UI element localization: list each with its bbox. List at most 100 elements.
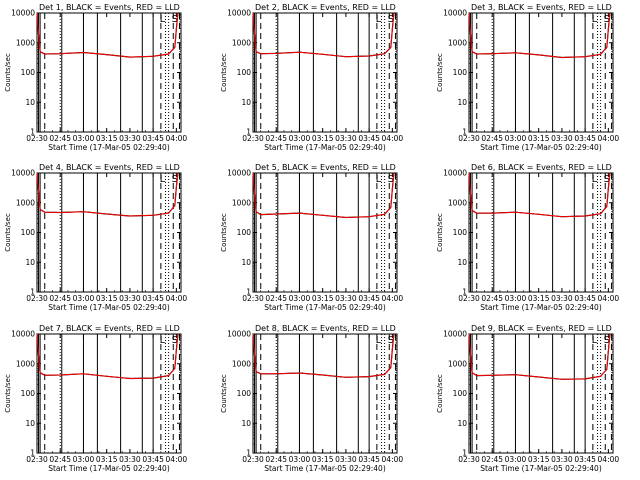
plot-frame [468, 333, 614, 454]
mode-marker-label: S [388, 174, 394, 185]
plot-frame [36, 12, 182, 133]
series-lld-line [252, 333, 395, 378]
y-tick-label: 1 [246, 128, 251, 137]
y-tick-label: 10 [241, 98, 251, 107]
x-tick-label: 03:15 [96, 294, 118, 303]
x-tick-label: 02:45 [265, 134, 287, 143]
panel-title: Det 8, BLACK = Events, RED = LLD [255, 324, 396, 333]
x-tick-label: 03:15 [312, 134, 334, 143]
x-axis-label: Start Time (17-Mar-05 02:29:40) [480, 464, 602, 473]
mode-marker-label: L [592, 174, 598, 185]
x-axis-label: Start Time (17-Mar-05 02:29:40) [264, 464, 386, 473]
x-tick-label: 03:00 [73, 134, 95, 143]
y-tick-label: 10000 [11, 330, 35, 339]
x-tick-label: 02:30 [26, 294, 48, 303]
x-tick-label: 04:00 [598, 134, 620, 143]
x-tick-label: 03:45 [574, 455, 596, 464]
series-events-line [252, 333, 395, 378]
y-tick-label: 10 [241, 258, 251, 267]
detector-panel-4: 1 10 100 1000 10000 02:30 02:45 03:00 03:15 03:30… [4, 163, 187, 312]
x-tick-label: 03:30 [119, 455, 141, 464]
y-tick-label: 10 [457, 258, 467, 267]
mode-marker-label: L [592, 335, 598, 346]
y-tick-label: 1000 [232, 38, 251, 47]
x-tick-label: 02:30 [458, 294, 480, 303]
y-tick-label: 1 [462, 288, 467, 297]
x-tick-label: 02:45 [481, 134, 503, 143]
x-tick-label: 03:30 [551, 455, 573, 464]
series-events-line [468, 333, 611, 380]
x-tick-label: 02:30 [458, 455, 480, 464]
plot-frame [468, 172, 614, 293]
x-tick-label: 03:30 [119, 134, 141, 143]
x-tick-label: 03:00 [505, 455, 527, 464]
x-tick-label: 02:45 [49, 134, 71, 143]
x-tick-label: 04:00 [166, 455, 188, 464]
detector-panel-6: 1 10 100 1000 10000 02:30 02:45 03:00 03:15 03:30… [436, 163, 619, 312]
y-tick-label: 10 [25, 258, 35, 267]
y-tick-label: 10000 [11, 169, 35, 178]
series-lld-line [36, 333, 179, 380]
mode-marker-label: L [160, 335, 166, 346]
series-events-line [36, 12, 179, 58]
x-tick-label: 04:00 [598, 294, 620, 303]
x-tick-label: 02:45 [265, 294, 287, 303]
x-tick-label: 03:30 [335, 455, 357, 464]
x-axis-label: Start Time (17-Mar-05 02:29:40) [48, 303, 170, 312]
y-tick-label: 100 [453, 389, 468, 398]
y-tick-label: 1000 [232, 198, 251, 207]
plot-frame [252, 172, 398, 293]
series-lld-line [252, 12, 395, 58]
x-tick-label: 02:30 [458, 134, 480, 143]
series-lld-line [36, 172, 179, 217]
x-tick-label: 03:00 [73, 455, 95, 464]
x-tick-label: 02:30 [242, 134, 264, 143]
y-tick-label: 10000 [443, 169, 467, 178]
x-tick-label: 03:15 [528, 134, 550, 143]
x-tick-label: 02:45 [481, 455, 503, 464]
x-axis-label: Start Time (17-Mar-05 02:29:40) [264, 143, 386, 152]
x-tick-label: 03:15 [312, 294, 334, 303]
y-tick-label: 1000 [448, 359, 467, 368]
x-tick-label: 03:45 [574, 134, 596, 143]
x-tick-label: 03:30 [551, 294, 573, 303]
series-events-line [252, 12, 395, 58]
y-tick-label: 1 [30, 449, 35, 458]
x-tick-label: 03:15 [96, 455, 118, 464]
y-tick-label: 100 [237, 68, 252, 77]
mode-marker-label: S [172, 14, 178, 25]
y-tick-label: 10000 [227, 169, 251, 178]
panel-title: Det 7, BLACK = Events, RED = LLD [39, 324, 180, 333]
detector-panel-3: 1 10 100 1000 10000 02:30 02:45 03:00 03:15 03:30… [436, 3, 619, 152]
x-tick-label: 04:00 [166, 134, 188, 143]
panel-title: Det 2, BLACK = Events, RED = LLD [255, 3, 396, 12]
y-tick-label: 10000 [443, 330, 467, 339]
series-lld-line [252, 172, 395, 219]
plot-frame [468, 12, 614, 133]
panel-title: Det 9, BLACK = Events, RED = LLD [471, 324, 612, 333]
x-tick-label: 04:00 [598, 455, 620, 464]
x-tick-label: 03:15 [528, 455, 550, 464]
detector-panel-8: 1 10 100 1000 10000 02:30 02:45 03:00 03:15 03:30… [220, 324, 403, 473]
mode-marker-label: S [172, 335, 178, 346]
mode-marker-label: S [604, 14, 610, 25]
x-tick-label: 03:00 [73, 294, 95, 303]
y-axis-label: Counts/sec [220, 53, 228, 92]
x-axis-label: Start Time (17-Mar-05 02:29:40) [480, 303, 602, 312]
y-tick-label: 1 [30, 288, 35, 297]
y-axis-label: Counts/sec [436, 374, 444, 413]
y-tick-label: 1 [30, 128, 35, 137]
x-tick-label: 03:45 [358, 294, 380, 303]
series-events-line [36, 333, 179, 380]
series-events-line [468, 172, 611, 218]
mode-marker-label: S [388, 14, 394, 25]
x-tick-label: 03:45 [358, 134, 380, 143]
x-tick-label: 03:45 [142, 134, 164, 143]
x-tick-label: 03:45 [574, 294, 596, 303]
x-tick-label: 04:00 [382, 455, 404, 464]
detector-panel-9: 1 10 100 1000 10000 02:30 02:45 03:00 03:15 03:30… [436, 324, 619, 473]
y-axis-label: Counts/sec [4, 53, 12, 92]
mode-marker-label: S [604, 335, 610, 346]
x-tick-label: 03:30 [335, 294, 357, 303]
y-tick-label: 100 [237, 228, 252, 237]
